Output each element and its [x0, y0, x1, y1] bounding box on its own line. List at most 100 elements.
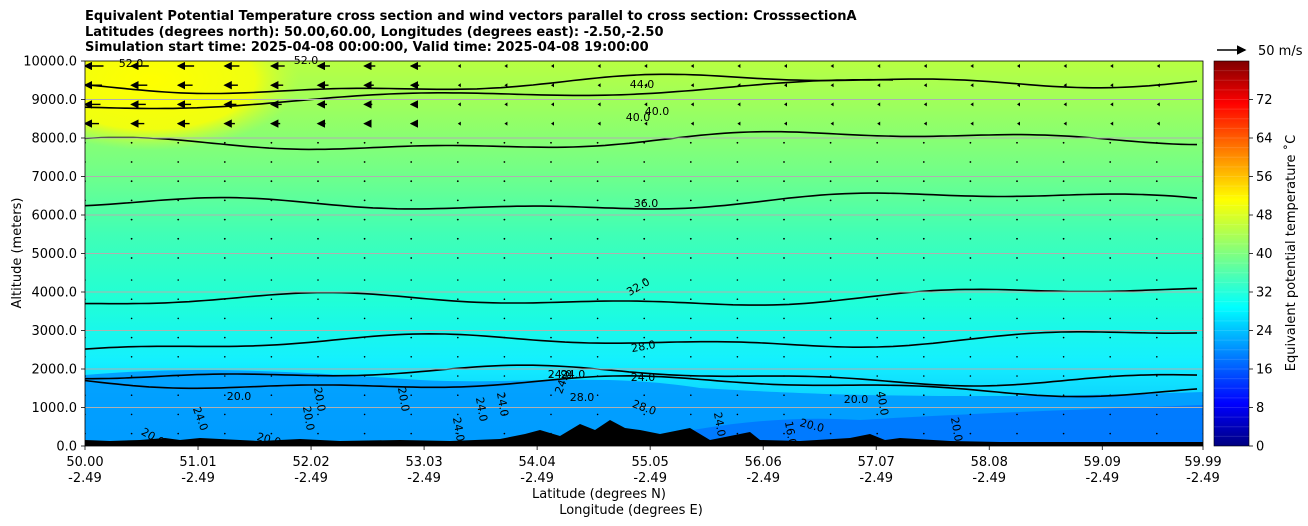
wind-vector-calm: [457, 298, 459, 301]
wind-vector-calm: [1156, 336, 1158, 339]
wind-vector-calm: [177, 317, 179, 320]
wind-vector: [830, 64, 834, 68]
wind-vector-calm: [876, 161, 879, 163]
contour-44.0: [85, 73, 1198, 95]
wind-vector-calm: [969, 257, 972, 259]
wind-vector-calm: [643, 218, 646, 221]
wind-vector-calm: [876, 257, 879, 259]
wind-vector-calm: [1016, 218, 1018, 221]
contour-label: 16.0: [782, 420, 799, 446]
wind-vector-calm: [177, 432, 179, 435]
colorbar-tick-label: 64: [1256, 132, 1273, 147]
wind-vector-calm: [270, 298, 273, 301]
wind-vector-calm: [596, 317, 599, 320]
x-tick-label-lon: -2.49: [1186, 471, 1220, 486]
wind-vector-calm: [736, 317, 739, 320]
wind-vector: [1156, 121, 1160, 126]
wind-vector-calm: [643, 161, 646, 163]
wind-vector-calm: [1109, 413, 1111, 416]
wind-vector-calm: [829, 257, 832, 259]
wind-vector: [970, 64, 974, 68]
contour-label: 20.0: [844, 393, 869, 406]
wind-vector-calm: [1062, 413, 1065, 416]
colorbar-tick-label: 48: [1256, 209, 1273, 224]
x-tick-label-lon: -2.49: [520, 471, 554, 486]
y-tick-label: 3000.0: [32, 324, 78, 339]
wind-vector-calm: [363, 218, 366, 221]
wind-vector-calm: [363, 413, 366, 416]
wind-vector-calm: [922, 237, 925, 240]
wind-vector-calm: [317, 180, 319, 183]
wind-vector-calm: [130, 237, 133, 240]
wind-vector-calm: [923, 356, 925, 358]
wind-vector-calm: [922, 180, 925, 183]
wind-vector-calm: [736, 161, 739, 163]
x-tick-label-lon: -2.49: [68, 471, 102, 486]
wind-vector: [504, 83, 508, 88]
wind-vector-calm: [503, 317, 506, 320]
wind-vector: [1110, 64, 1114, 68]
wind-vector-calm: [876, 432, 878, 435]
wind-vector-calm: [550, 218, 552, 221]
wind-vector-calm: [736, 237, 739, 240]
wind-vector-calm: [596, 298, 599, 301]
x-tick-label-lon: -2.49: [972, 471, 1006, 486]
wind-vector-calm: [969, 141, 972, 144]
contour-28.0: [85, 331, 1198, 350]
x-tick-label-lat: 57.07: [858, 455, 895, 470]
wind-vector-calm: [596, 180, 599, 183]
wind-vector-calm: [270, 237, 273, 240]
wind-vector-calm: [643, 356, 645, 358]
wind-vector-calm: [783, 298, 785, 301]
colorbar-tick-label: 0: [1256, 440, 1264, 455]
wind-vector-calm: [1155, 199, 1158, 202]
wind-vector: [830, 83, 834, 88]
wind-vector-calm: [1155, 161, 1158, 163]
wind-vector-calm: [503, 141, 506, 144]
x-tick-label-lat: 52.02: [292, 455, 329, 470]
wind-vector-calm: [1156, 298, 1158, 301]
wind-vector-calm: [317, 413, 319, 416]
wind-vector-calm: [1109, 161, 1112, 163]
wind-vector-calm: [783, 199, 785, 202]
wind-vector-calm: [876, 298, 878, 301]
wind-vector-calm: [363, 257, 366, 259]
wind-vector-calm: [317, 317, 319, 320]
wind-vector: [551, 121, 554, 126]
y-tick-label: 0.0: [56, 440, 77, 455]
wind-vector: [784, 121, 787, 126]
wind-vector: [1203, 122, 1206, 126]
wind-vector-calm: [1156, 413, 1158, 416]
y-axis-title: Altitude (meters): [10, 198, 25, 309]
wind-vector-calm: [1016, 161, 1018, 163]
wind-vector-calm: [923, 432, 925, 435]
wind-vector-calm: [689, 237, 692, 240]
wind-vector: [644, 121, 648, 126]
wind-vector-calm: [829, 279, 832, 281]
wind-vector-calm: [736, 336, 739, 339]
wind-vector-calm: [550, 257, 552, 259]
contour-24.0: [85, 364, 1198, 387]
wind-vector-calm: [177, 413, 179, 416]
x-axis-ticks: 50.00-2.4951.01-2.4952.02-2.4953.03-2.49…: [66, 446, 1222, 486]
wind-vector: [970, 121, 974, 126]
y-tick-label: 9000.0: [32, 93, 78, 108]
wind-vector: [923, 102, 927, 107]
wind-vector-calm: [689, 257, 692, 259]
wind-vector-calm: [736, 394, 739, 397]
wind-vector-calm: [923, 375, 925, 377]
wind-vector: [830, 121, 834, 126]
wind-vector-calm: [317, 237, 319, 240]
wind-vector-calm: [317, 394, 319, 397]
wind-vector: [1110, 102, 1114, 107]
wind-vector: [923, 121, 927, 126]
wind-vector: [551, 64, 554, 68]
wind-vector-calm: [363, 199, 366, 202]
wind-vector: [1063, 102, 1067, 107]
wind-vector: [457, 83, 461, 88]
wind-vector-calm: [876, 317, 878, 320]
wind-vector: [690, 83, 694, 88]
wind-vector-calm: [270, 257, 273, 259]
wind-vector-calm: [130, 141, 133, 144]
wind-vector-calm: [456, 218, 459, 221]
